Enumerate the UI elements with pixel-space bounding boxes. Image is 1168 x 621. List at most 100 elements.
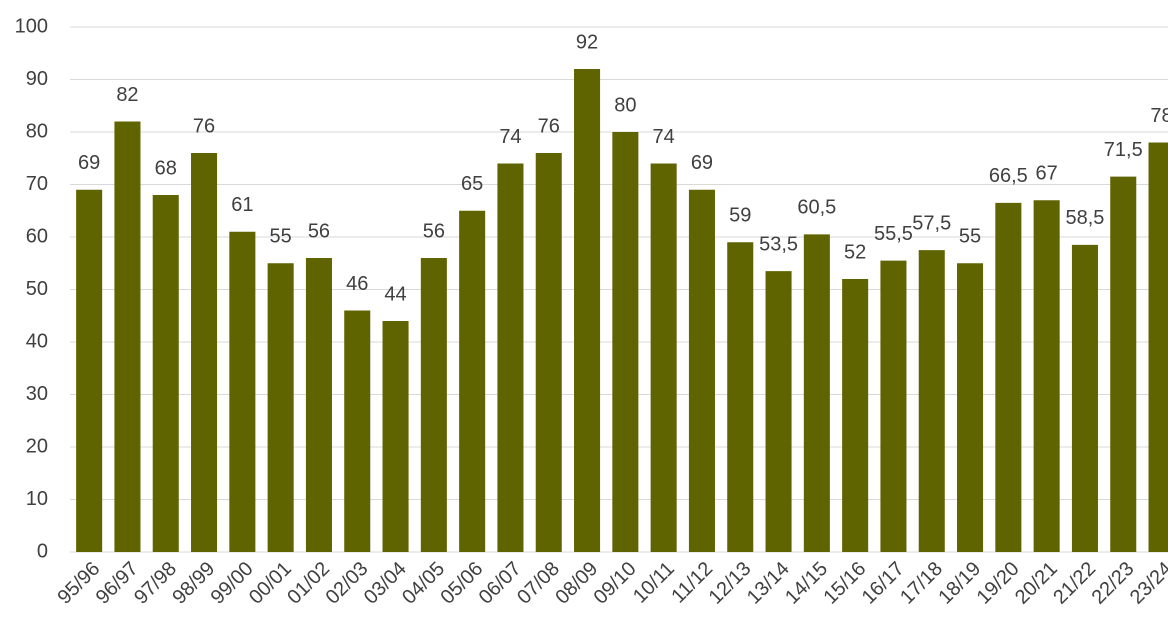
bar [114, 121, 141, 552]
x-tick-label: 98/99 [168, 558, 219, 609]
bar [229, 231, 256, 552]
bar [420, 258, 447, 552]
bar [918, 250, 945, 552]
bar [957, 263, 984, 552]
x-tick-label: 11/12 [667, 558, 717, 608]
bar [1148, 142, 1168, 552]
value-label: 65 [461, 173, 483, 195]
value-label: 76 [193, 115, 215, 137]
bar [765, 271, 792, 552]
x-tick-label: 21/22 [1049, 558, 1100, 609]
y-tick-label: 10 [26, 488, 48, 510]
bar [1110, 176, 1137, 552]
bar [152, 195, 179, 552]
value-label: 56 [423, 220, 445, 242]
x-tick-label: 96/97 [92, 558, 143, 609]
x-tick-label: 12/13 [705, 558, 756, 609]
value-label: 46 [346, 273, 368, 295]
x-tick-label: 18/19 [934, 558, 985, 609]
value-label: 74 [499, 126, 521, 148]
bar [459, 210, 486, 552]
value-label: 53,5 [759, 233, 798, 255]
bar [191, 153, 218, 552]
bar [267, 263, 294, 552]
y-tick-label: 20 [26, 435, 48, 457]
value-label: 92 [576, 31, 598, 53]
value-label: 71,5 [1104, 139, 1143, 161]
y-tick-label: 100 [15, 15, 48, 37]
value-label: 60,5 [797, 197, 836, 219]
bar [688, 189, 715, 552]
value-label: 57,5 [912, 212, 951, 234]
value-label: 61 [231, 194, 253, 216]
bar [497, 163, 524, 552]
x-tick-label: 00/01 [245, 558, 296, 609]
x-tick-label: 16/17 [858, 558, 909, 609]
x-tick-label: 15/16 [819, 558, 870, 609]
y-tick-label: 0 [37, 540, 48, 562]
bar [344, 310, 371, 552]
bar [842, 279, 869, 552]
x-tick-label: 08/09 [551, 558, 602, 609]
x-tick-label: 05/06 [436, 558, 487, 609]
value-label: 82 [116, 84, 138, 106]
bar [574, 69, 601, 552]
x-tick-label: 06/07 [475, 558, 526, 609]
y-tick-label: 80 [26, 120, 48, 142]
x-tick-label: 14/15 [781, 558, 832, 609]
value-label: 55,5 [874, 223, 913, 245]
y-tick-label: 70 [26, 173, 48, 195]
x-tick-label: 04/05 [398, 558, 449, 609]
value-label: 78 [1150, 105, 1168, 127]
x-tick-label: 02/03 [322, 558, 373, 609]
y-tick-label: 60 [26, 225, 48, 247]
bar [305, 258, 332, 552]
value-label: 55 [959, 226, 981, 248]
x-tick-label: 97/98 [130, 558, 181, 609]
bar [76, 189, 103, 552]
x-tick-label: 10/11 [629, 558, 679, 608]
bar [1071, 244, 1098, 552]
bar [612, 132, 639, 552]
value-label: 69 [78, 152, 100, 174]
x-tick-label: 99/00 [207, 558, 258, 609]
bar [1033, 200, 1060, 552]
bar [650, 163, 677, 552]
y-tick-label: 30 [26, 383, 48, 405]
value-label: 56 [308, 220, 330, 242]
bar [880, 260, 907, 552]
value-label: 59 [729, 205, 751, 227]
bar [727, 242, 754, 552]
x-tick-label: 13/14 [743, 558, 794, 609]
x-tick-label: 19/20 [973, 558, 1024, 609]
value-label: 80 [614, 94, 636, 116]
value-label: 76 [538, 115, 560, 137]
x-tick-label: 17/18 [896, 558, 947, 609]
bar [535, 153, 562, 552]
x-tick-label: 07/08 [513, 558, 564, 609]
value-label: 74 [653, 126, 675, 148]
bar [995, 202, 1022, 552]
y-tick-label: 90 [26, 68, 48, 90]
x-tick-label: 23/24 [1126, 558, 1168, 609]
bar [803, 234, 830, 552]
x-tick-label: 09/10 [590, 558, 641, 609]
value-label: 68 [155, 157, 177, 179]
value-label: 55 [270, 226, 292, 248]
x-tick-label: 22/23 [1088, 558, 1139, 609]
x-tick-label: 95/96 [53, 558, 104, 609]
bar [382, 321, 409, 552]
value-label: 69 [691, 152, 713, 174]
y-tick-label: 40 [26, 330, 48, 352]
y-tick-label: 50 [26, 278, 48, 300]
value-label: 44 [384, 283, 406, 305]
value-label: 58,5 [1065, 207, 1104, 229]
value-label: 67 [1036, 163, 1058, 185]
value-label: 66,5 [989, 165, 1028, 187]
x-tick-label: 01/02 [283, 558, 334, 609]
x-tick-label: 20/21 [1011, 558, 1062, 609]
value-label: 52 [844, 241, 866, 263]
x-tick-label: 03/04 [360, 558, 411, 609]
